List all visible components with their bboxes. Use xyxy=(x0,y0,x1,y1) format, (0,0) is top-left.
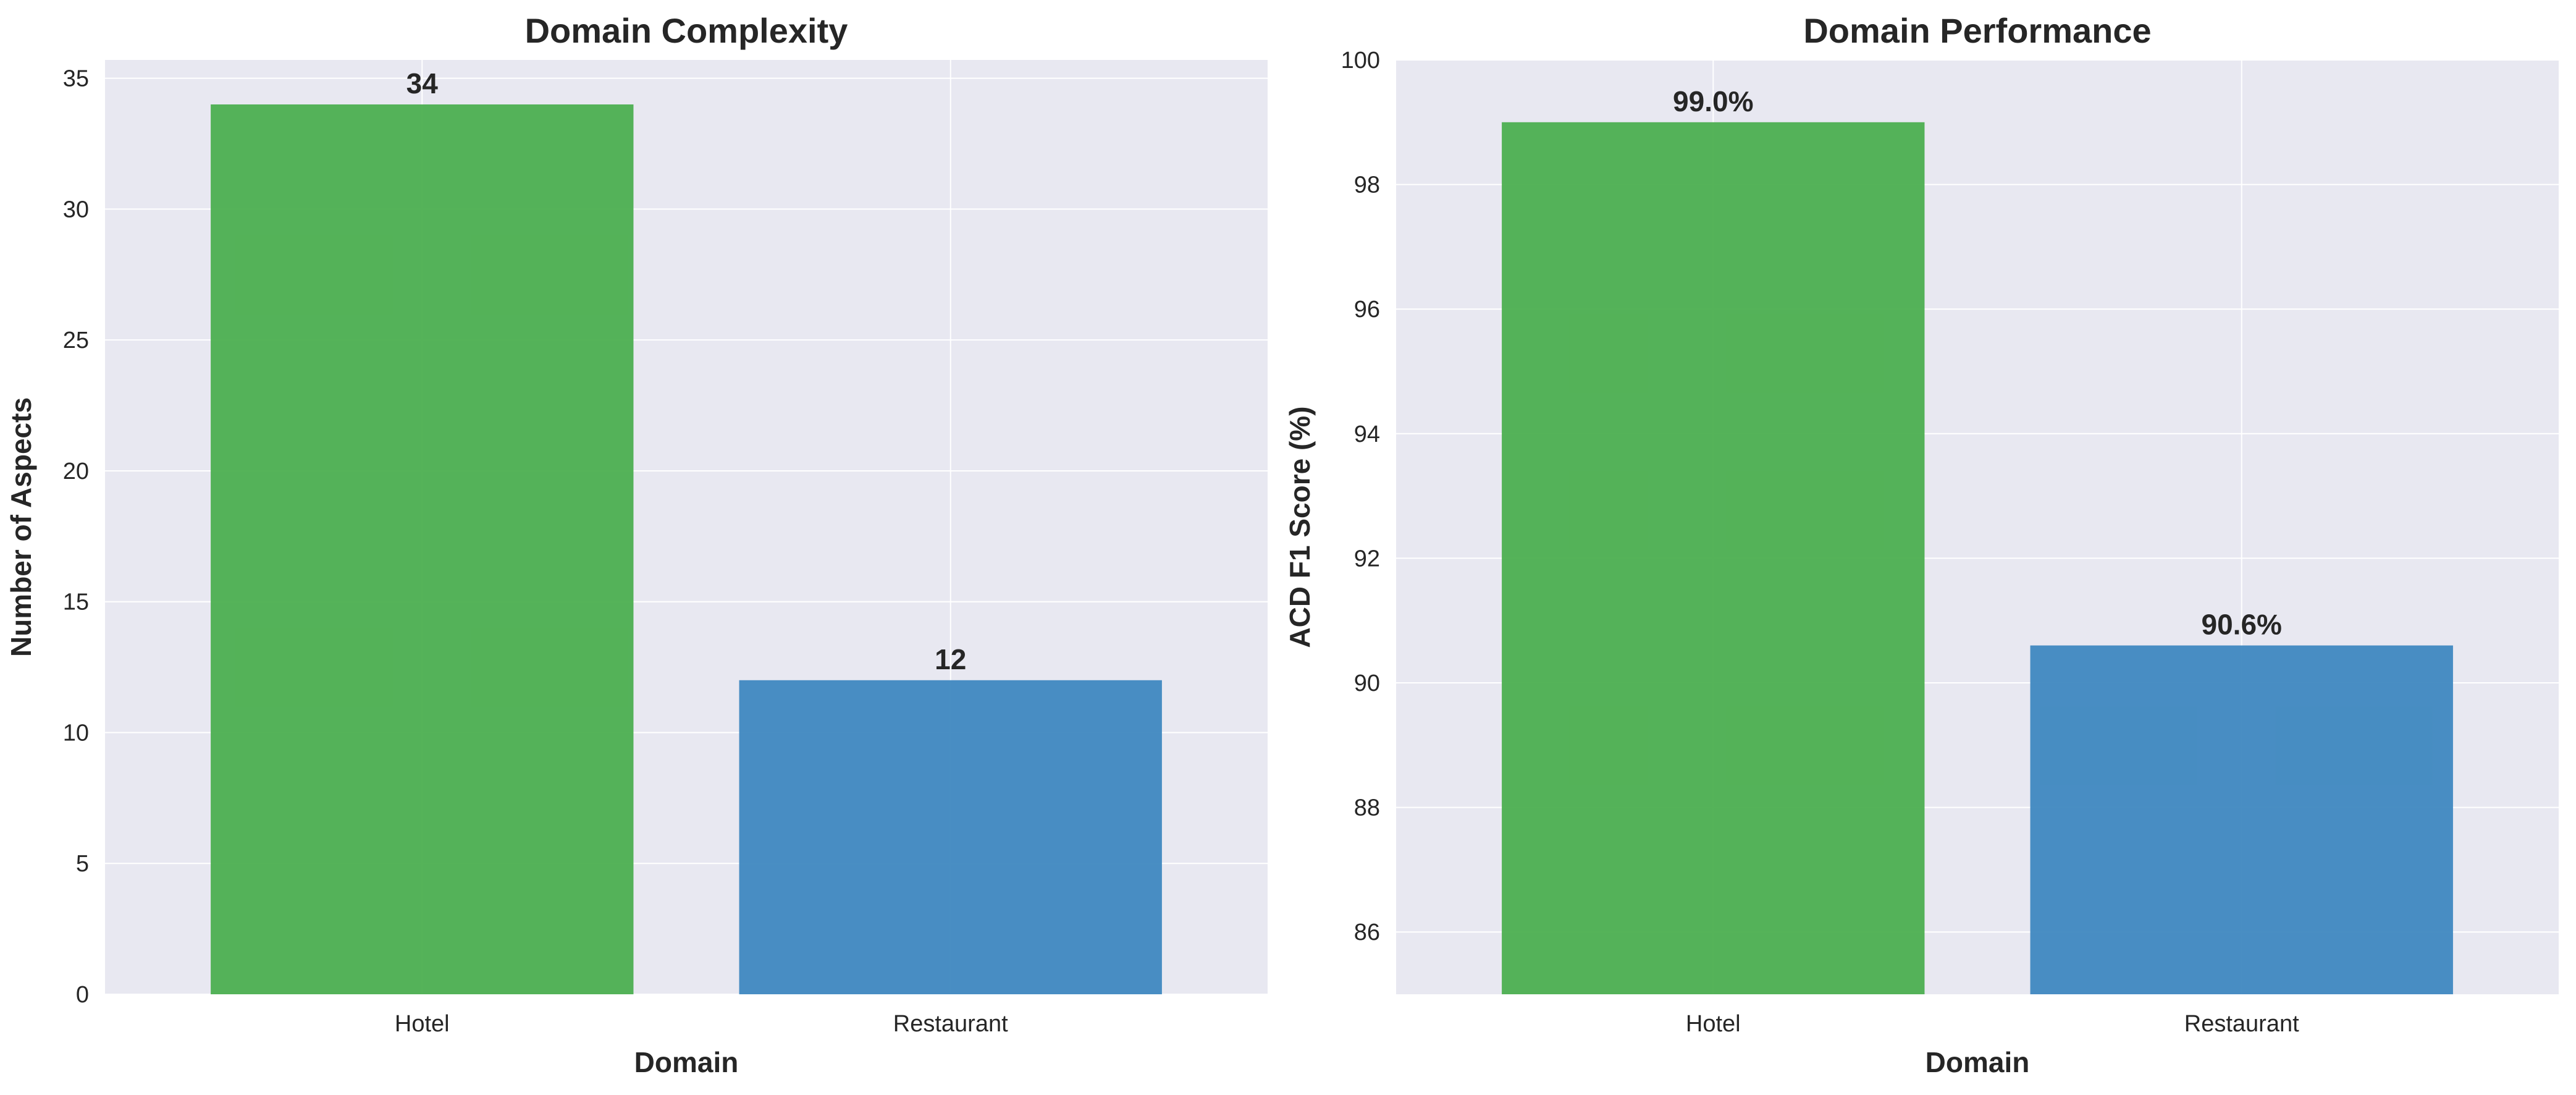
y-tick-label: 86 xyxy=(1354,920,1380,945)
x-tick-label: Restaurant xyxy=(893,1011,1008,1037)
y-tick-label: 15 xyxy=(63,590,89,615)
bar-value-label: 99.0% xyxy=(1673,85,1753,117)
y-tick-label: 90 xyxy=(1354,670,1380,696)
y-tick-label: 98 xyxy=(1354,172,1380,198)
x-tick-label: Hotel xyxy=(395,1011,450,1037)
y-tick-label: 0 xyxy=(76,982,89,1008)
bars xyxy=(1502,122,2453,994)
y-axis-title: Number of Aspects xyxy=(5,397,37,657)
y-tick-label: 10 xyxy=(63,720,89,746)
y-tick-labels: 86 88 90 92 94 96 98 100 xyxy=(1341,48,1380,945)
y-tick-labels: 0 5 10 15 20 25 30 35 xyxy=(63,66,89,1008)
x-axis-title: Domain xyxy=(634,1046,739,1078)
bar-value-label: 12 xyxy=(935,643,966,675)
x-tick-label: Restaurant xyxy=(2184,1011,2299,1037)
bar-value-label: 90.6% xyxy=(2202,609,2282,641)
chart-title: Domain Complexity xyxy=(525,11,848,50)
y-tick-label: 88 xyxy=(1354,795,1380,821)
y-tick-label: 20 xyxy=(63,459,89,484)
bar-hotel xyxy=(1502,122,1925,994)
bar-restaurant xyxy=(739,680,1162,994)
chart-domain-complexity: 34 12 0 5 10 15 20 25 30 35 Hotel Restaurant Doma… xyxy=(5,11,1268,1078)
y-tick-label: 94 xyxy=(1354,421,1380,447)
chart-title: Domain Performance xyxy=(1803,11,2151,50)
y-tick-label: 92 xyxy=(1354,546,1380,572)
bar-value-label: 34 xyxy=(406,67,439,99)
bar-restaurant xyxy=(2030,645,2453,994)
bar-hotel xyxy=(211,104,634,994)
bars xyxy=(211,104,1162,994)
y-tick-label: 96 xyxy=(1354,297,1380,323)
y-tick-label: 5 xyxy=(76,851,89,877)
x-tick-labels: Hotel Restaurant xyxy=(1686,1011,2299,1037)
chart-domain-performance: 99.0% 90.6% 86 88 90 92 94 96 98 100 Hotel Restau… xyxy=(1284,11,2559,1078)
bar-value-labels: 34 12 xyxy=(406,67,967,675)
y-axis-title: ACD F1 Score (%) xyxy=(1284,406,1316,648)
bar-value-labels: 99.0% 90.6% xyxy=(1673,85,2282,641)
y-tick-label: 25 xyxy=(63,328,89,353)
x-tick-label: Hotel xyxy=(1686,1011,1741,1037)
x-tick-labels: Hotel Restaurant xyxy=(395,1011,1008,1037)
y-tick-label: 30 xyxy=(63,197,89,222)
y-tick-label: 100 xyxy=(1341,48,1380,74)
x-axis-title: Domain xyxy=(1926,1046,2030,1078)
y-tick-label: 35 xyxy=(63,66,89,92)
